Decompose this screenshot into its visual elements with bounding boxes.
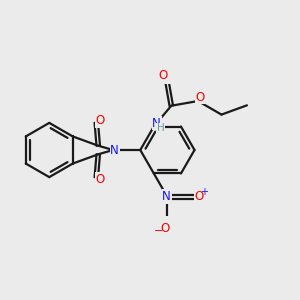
Text: N: N [110,143,119,157]
Text: O: O [161,222,170,235]
Text: O: O [194,190,204,203]
Text: O: O [195,91,205,104]
Text: N: N [162,190,171,203]
Text: H: H [157,123,164,133]
Text: N: N [152,116,161,130]
Text: −: − [154,226,164,236]
Text: O: O [96,114,105,127]
Text: O: O [96,173,105,186]
Text: +: + [200,187,208,197]
Text: O: O [159,69,168,82]
